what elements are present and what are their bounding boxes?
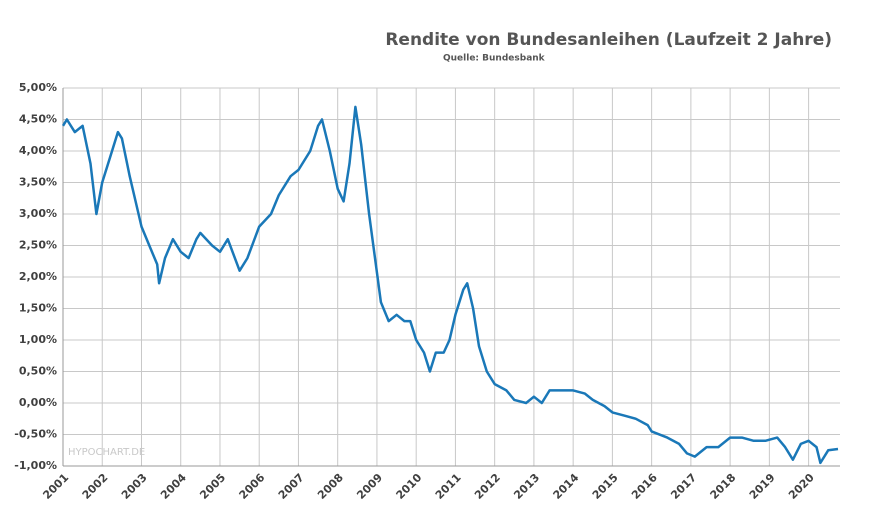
y-tick-label: 4,00% xyxy=(19,144,57,157)
y-tick-label: 3,50% xyxy=(19,176,57,189)
x-tick-label: 2015 xyxy=(590,471,621,502)
y-tick-label: -1,00% xyxy=(14,459,57,472)
x-tick-label: 2018 xyxy=(708,471,739,502)
x-tick-label: 2001 xyxy=(40,471,71,502)
x-tick-label: 2014 xyxy=(551,471,582,502)
y-tick-label: 1,50% xyxy=(19,302,57,315)
x-tick-label: 2016 xyxy=(629,471,660,502)
x-tick-label: 2011 xyxy=(433,471,464,502)
x-tick-label: 2007 xyxy=(276,471,307,502)
x-tick-label: 2009 xyxy=(354,471,385,502)
x-tick-label: 2012 xyxy=(472,471,503,502)
y-tick-label: 0,50% xyxy=(19,365,57,378)
chart-subtitle: Quelle: Bundesbank xyxy=(443,54,546,64)
y-tick-label: 2,00% xyxy=(19,270,57,283)
y-tick-label: 0,00% xyxy=(19,396,57,409)
y-tick-label: 2,50% xyxy=(19,239,57,252)
x-tick-label: 2020 xyxy=(786,471,817,502)
x-tick-label: 2008 xyxy=(315,471,346,502)
grid xyxy=(62,87,840,467)
y-tick-label: -0,50% xyxy=(14,428,57,441)
x-tick-label: 2010 xyxy=(394,471,425,502)
watermark: HYPOCHART.DE xyxy=(68,447,145,458)
chart-title: Rendite von Bundesanleihen (Laufzeit 2 J… xyxy=(385,30,832,50)
x-tick-label: 2005 xyxy=(197,471,228,502)
y-tick-label: 1,00% xyxy=(19,333,57,346)
x-tick-label: 2019 xyxy=(747,471,778,502)
data-line xyxy=(61,105,839,465)
x-tick-label: 2013 xyxy=(511,471,542,502)
x-tick-label: 2006 xyxy=(237,471,268,502)
x-tick-label: 2002 xyxy=(80,471,111,502)
y-tick-label: 4,50% xyxy=(19,113,57,126)
y-tick-label: 3,00% xyxy=(19,207,57,220)
x-tick-label: 2017 xyxy=(668,471,699,502)
y-tick-label: 5,00% xyxy=(19,81,57,94)
x-tick-label: 2004 xyxy=(158,471,189,502)
x-tick-label: 2003 xyxy=(119,471,150,502)
